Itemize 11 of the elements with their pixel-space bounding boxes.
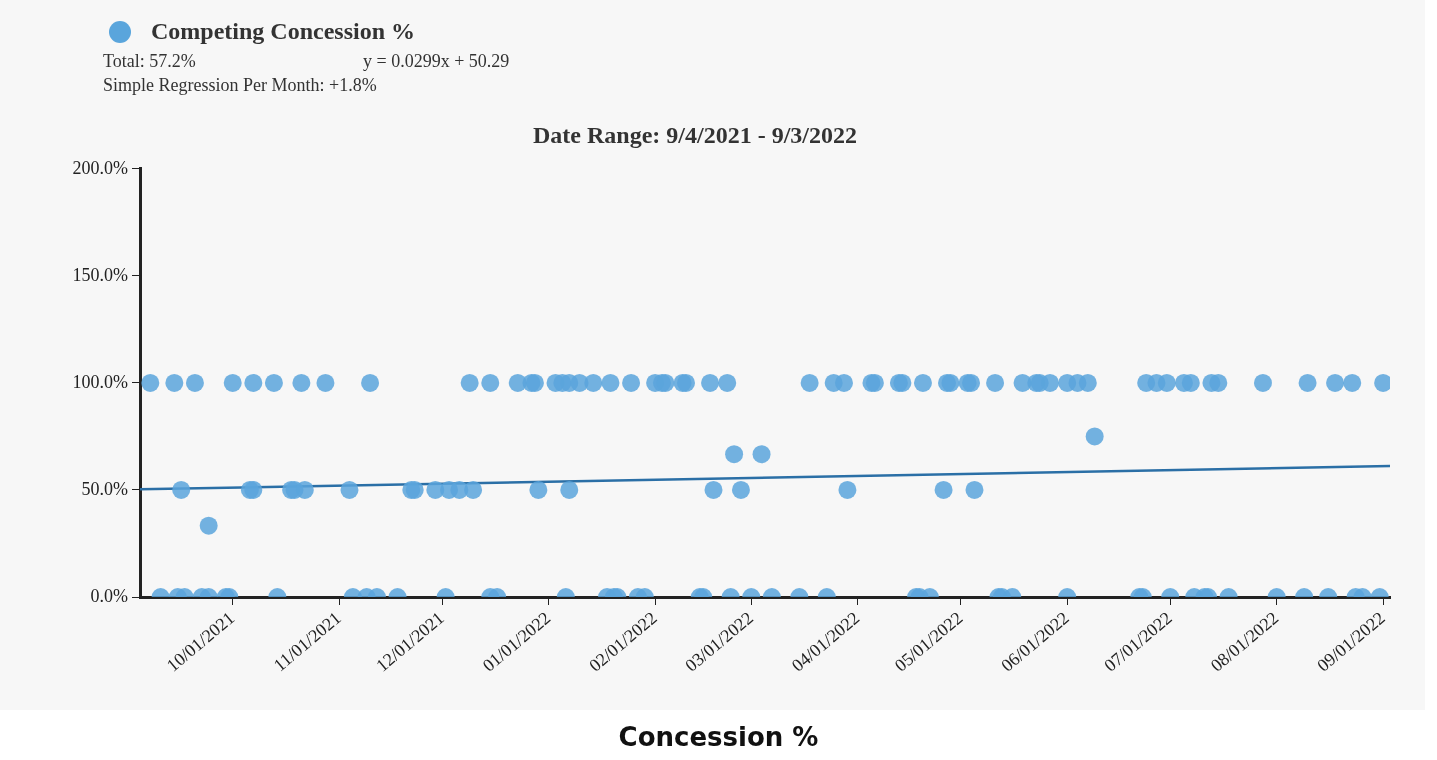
y-tick-label: 100.0%	[72, 371, 128, 392]
y-tick-label: 150.0%	[72, 264, 128, 285]
y-tick-label: 200.0%	[72, 157, 128, 178]
chart-title: Date Range: 9/4/2021 - 9/3/2022	[533, 121, 857, 148]
text: Total: 57.2%	[103, 50, 196, 73]
legend-label: Competing Concession %	[151, 18, 416, 45]
text: Concession %	[617, 722, 820, 752]
text: Simple Regression Per Month: +1.8%	[103, 74, 377, 97]
y-tick-label: 0.0%	[90, 585, 128, 606]
y-tick-label: 50.0%	[81, 478, 128, 499]
text: y = 0.0299x + 50.29	[363, 50, 510, 73]
